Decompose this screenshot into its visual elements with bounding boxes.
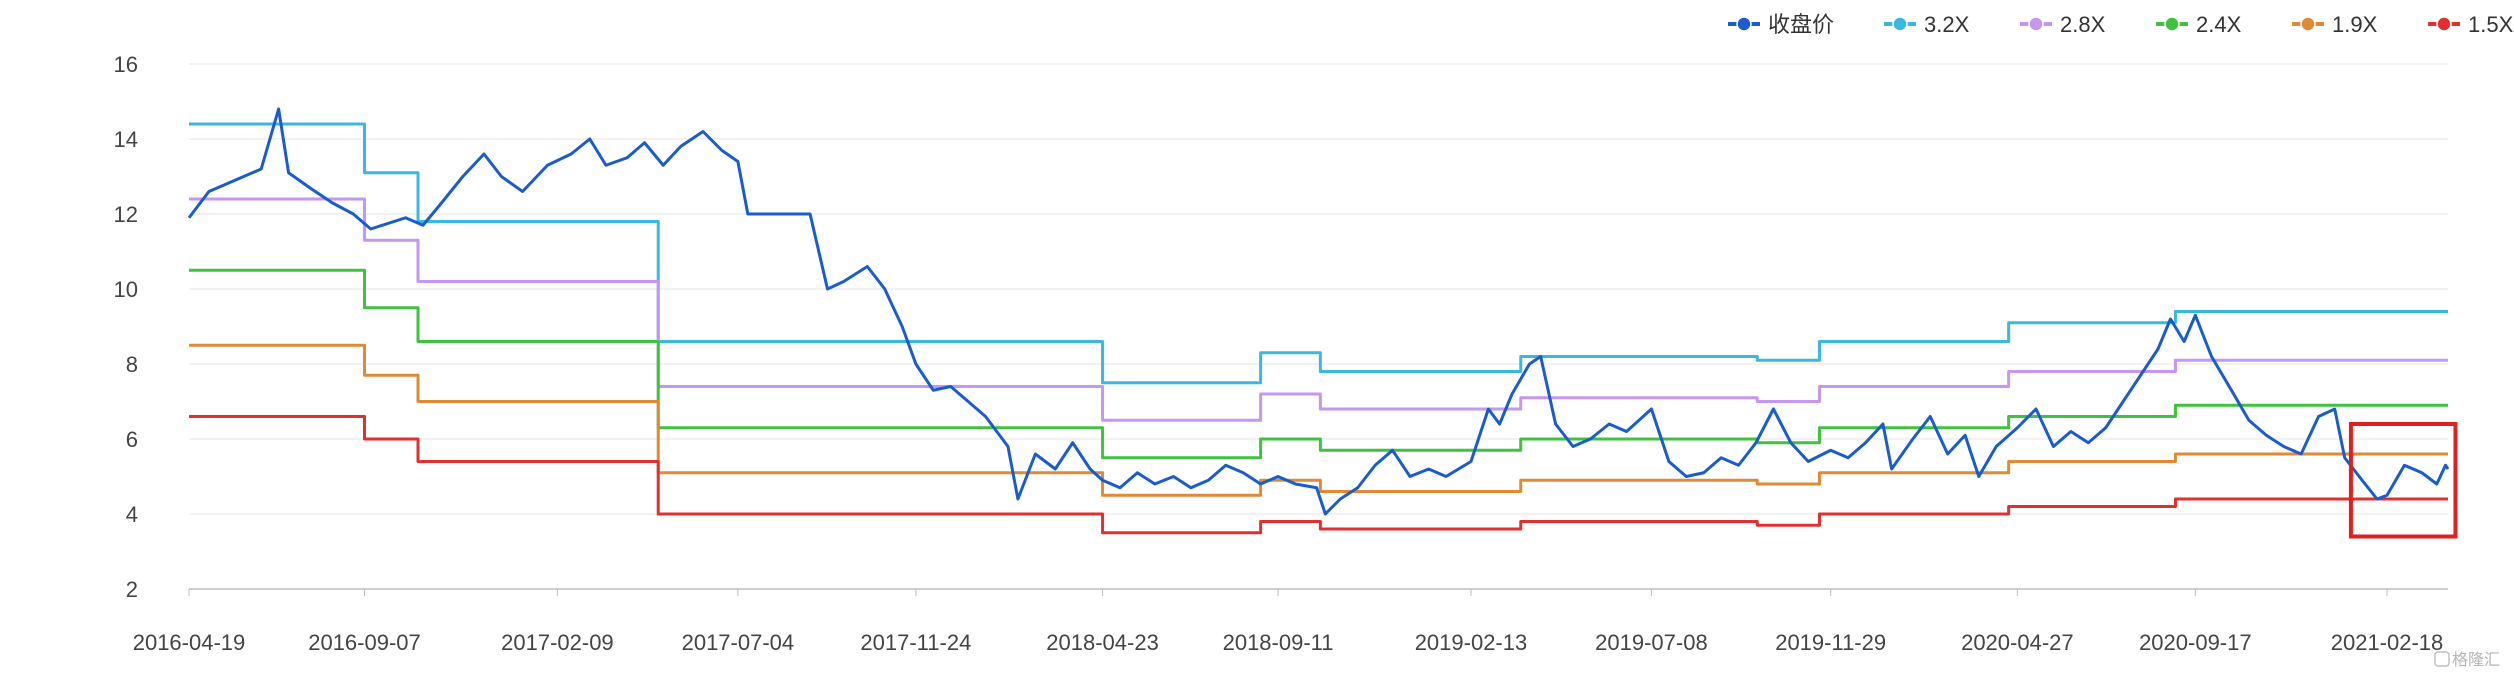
series-lines — [187, 107, 2450, 535]
highlight-rect — [2348, 422, 2458, 539]
y-tick-label: 4 — [126, 502, 138, 527]
y-tick-label: 2 — [126, 577, 138, 602]
x-tick-label: 2018-04-23 — [1046, 630, 1159, 655]
y-tick-label: 10 — [114, 277, 138, 302]
x-tick-label: 2017-02-09 — [501, 630, 614, 655]
legend-swatch-dot — [1892, 16, 1908, 32]
x-tick-label: 2020-04-27 — [1961, 630, 2074, 655]
legend-swatch-dot — [2028, 16, 2044, 32]
series-line-1.5X — [189, 415, 2448, 535]
y-tick-label: 8 — [126, 352, 138, 377]
x-tick-label: 2017-07-04 — [682, 630, 795, 655]
legend-item-label[interactable]: 2.8X — [2060, 12, 2106, 37]
legend-swatch-dot — [2300, 16, 2316, 32]
legend-swatch-dot — [1736, 16, 1752, 32]
legend-item-label[interactable]: 3.2X — [1924, 12, 1970, 37]
x-tick-label: 2016-09-07 — [308, 630, 421, 655]
y-tick-label: 6 — [126, 427, 138, 452]
watermark-text: 格隆汇 — [2452, 651, 2500, 669]
x-tick-label: 2019-02-13 — [1415, 630, 1528, 655]
x-tick-label: 2020-09-17 — [2139, 630, 2252, 655]
x-tick-label: 2021-02-18 — [2331, 630, 2444, 655]
legend-swatch-dot — [2164, 16, 2180, 32]
x-axis-ticks: 2016-04-19 2016-09-07 2017-02-09 2017-07-04… — [133, 589, 2444, 655]
x-tick-label: 2017-11-24 — [860, 630, 971, 655]
watermark-icon — [2434, 651, 2450, 667]
series-line-2.8X — [189, 197, 2448, 422]
watermark: 格隆汇 — [2434, 651, 2500, 669]
x-tick-label: 2019-07-08 — [1595, 630, 1708, 655]
legend-item-label[interactable]: 2.4X — [2196, 12, 2242, 37]
x-tick-label: 2016-04-19 — [133, 630, 246, 655]
legend-swatch-dot — [2436, 16, 2452, 32]
y-tick-label: 12 — [114, 202, 138, 227]
grid-lines — [189, 63, 2448, 590]
series-line-收盘价 — [187, 107, 2450, 516]
y-tick-label: 16 — [114, 52, 138, 77]
series-line-2.4X — [189, 268, 2448, 460]
y-axis-ticks: 2 4 6 8 10 12 14 16 — [114, 52, 138, 602]
highlight-box — [2348, 422, 2458, 539]
y-tick-label: 14 — [114, 127, 138, 152]
legend-item-label[interactable]: 1.9X — [2332, 12, 2378, 37]
series-line-3.2X — [189, 122, 2448, 385]
series-line-1.9X — [189, 343, 2448, 497]
legend-item-label[interactable]: 收盘价 — [1768, 12, 1834, 37]
x-tick-label: 2019-11-29 — [1775, 630, 1886, 655]
x-tick-label: 2018-09-11 — [1223, 630, 1334, 655]
legend: 收盘价 3.2X 2.8X 2.4X 1.9X 1.5X — [1728, 12, 2514, 37]
legend-item-label[interactable]: 1.5X — [2468, 12, 2514, 37]
